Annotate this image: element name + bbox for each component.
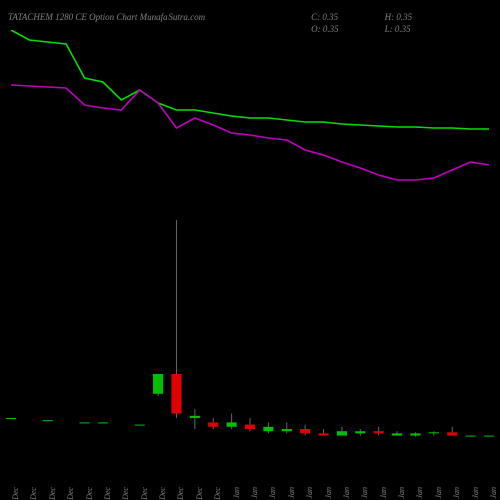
x-axis-label: 29 Dec (213, 487, 222, 500)
x-axis-label: 20 Dec (103, 487, 112, 500)
candle-body (98, 422, 108, 423)
candle-body (227, 422, 237, 426)
x-axis-label: 02 Jan (250, 487, 259, 500)
candle-body (79, 422, 89, 423)
x-axis-label: 01 Jan (232, 487, 241, 500)
price-chart-svg (5, 30, 495, 440)
candle-body (447, 432, 457, 435)
candle-body (263, 427, 273, 431)
candle-body (337, 431, 347, 435)
x-axis-label: 18 Dec (66, 487, 75, 500)
candle-body (171, 374, 181, 414)
x-axis-label: 27 Dec (176, 487, 185, 500)
x-axis-label: 12 Dec (29, 487, 38, 500)
candle-body (208, 422, 218, 426)
x-axis-label: 13 Jan (415, 487, 424, 500)
x-axis-label: 22 Dec (140, 487, 149, 500)
x-axis-label: 28 Dec (195, 487, 204, 500)
candle-body (355, 431, 365, 433)
x-axis-label: 11 Jan (379, 487, 388, 500)
line-series (11, 30, 489, 129)
x-axis-label: 21 Dec (121, 487, 130, 500)
candle-body (429, 432, 439, 433)
x-axis-label: 09 Jan (342, 487, 351, 500)
x-axis-label: 03 Jan (268, 487, 277, 500)
candle-body (135, 425, 145, 426)
candle-body (300, 429, 310, 433)
candle-body (282, 429, 292, 431)
candle-body (318, 433, 328, 435)
x-axis-label: 11 Dec (11, 487, 20, 500)
line-series (11, 85, 489, 180)
x-axis-label: 26 Dec (158, 487, 167, 500)
x-axis-label: 08 Jan (324, 487, 333, 500)
candle-body (190, 416, 200, 418)
candle-body (484, 436, 494, 437)
candle-body (43, 420, 53, 421)
x-axis-label: 16 Jan (471, 487, 480, 500)
x-axis-label: 13 Dec (48, 487, 57, 500)
high-value: H: 0.35 (385, 12, 413, 22)
x-axis-label: 05 Jan (305, 487, 314, 500)
x-axis-labels: 11 Dec 12 Dec 13 Dec 18 Dec 19 Dec 20 Dec 21 D… (5, 440, 495, 500)
candle-body (374, 431, 384, 433)
chart-area (5, 30, 495, 440)
x-axis-label: 19 Dec (85, 487, 94, 500)
x-axis-label: 12 Jan (397, 487, 406, 500)
x-axis-label: 15 Jan (452, 487, 461, 500)
candle-body (6, 418, 16, 419)
x-axis-label: 17 Jan (489, 487, 498, 500)
x-axis-label: 14 Jan (434, 487, 443, 500)
candle-body (410, 433, 420, 435)
x-axis-label: 10 Jan (360, 487, 369, 500)
candle-body (392, 433, 402, 435)
x-axis-label: 04 Jan (287, 487, 296, 500)
close-value: C: 0.35 (311, 12, 339, 22)
candle-body (153, 374, 163, 394)
candle-body (466, 436, 476, 437)
candle-body (245, 425, 255, 429)
